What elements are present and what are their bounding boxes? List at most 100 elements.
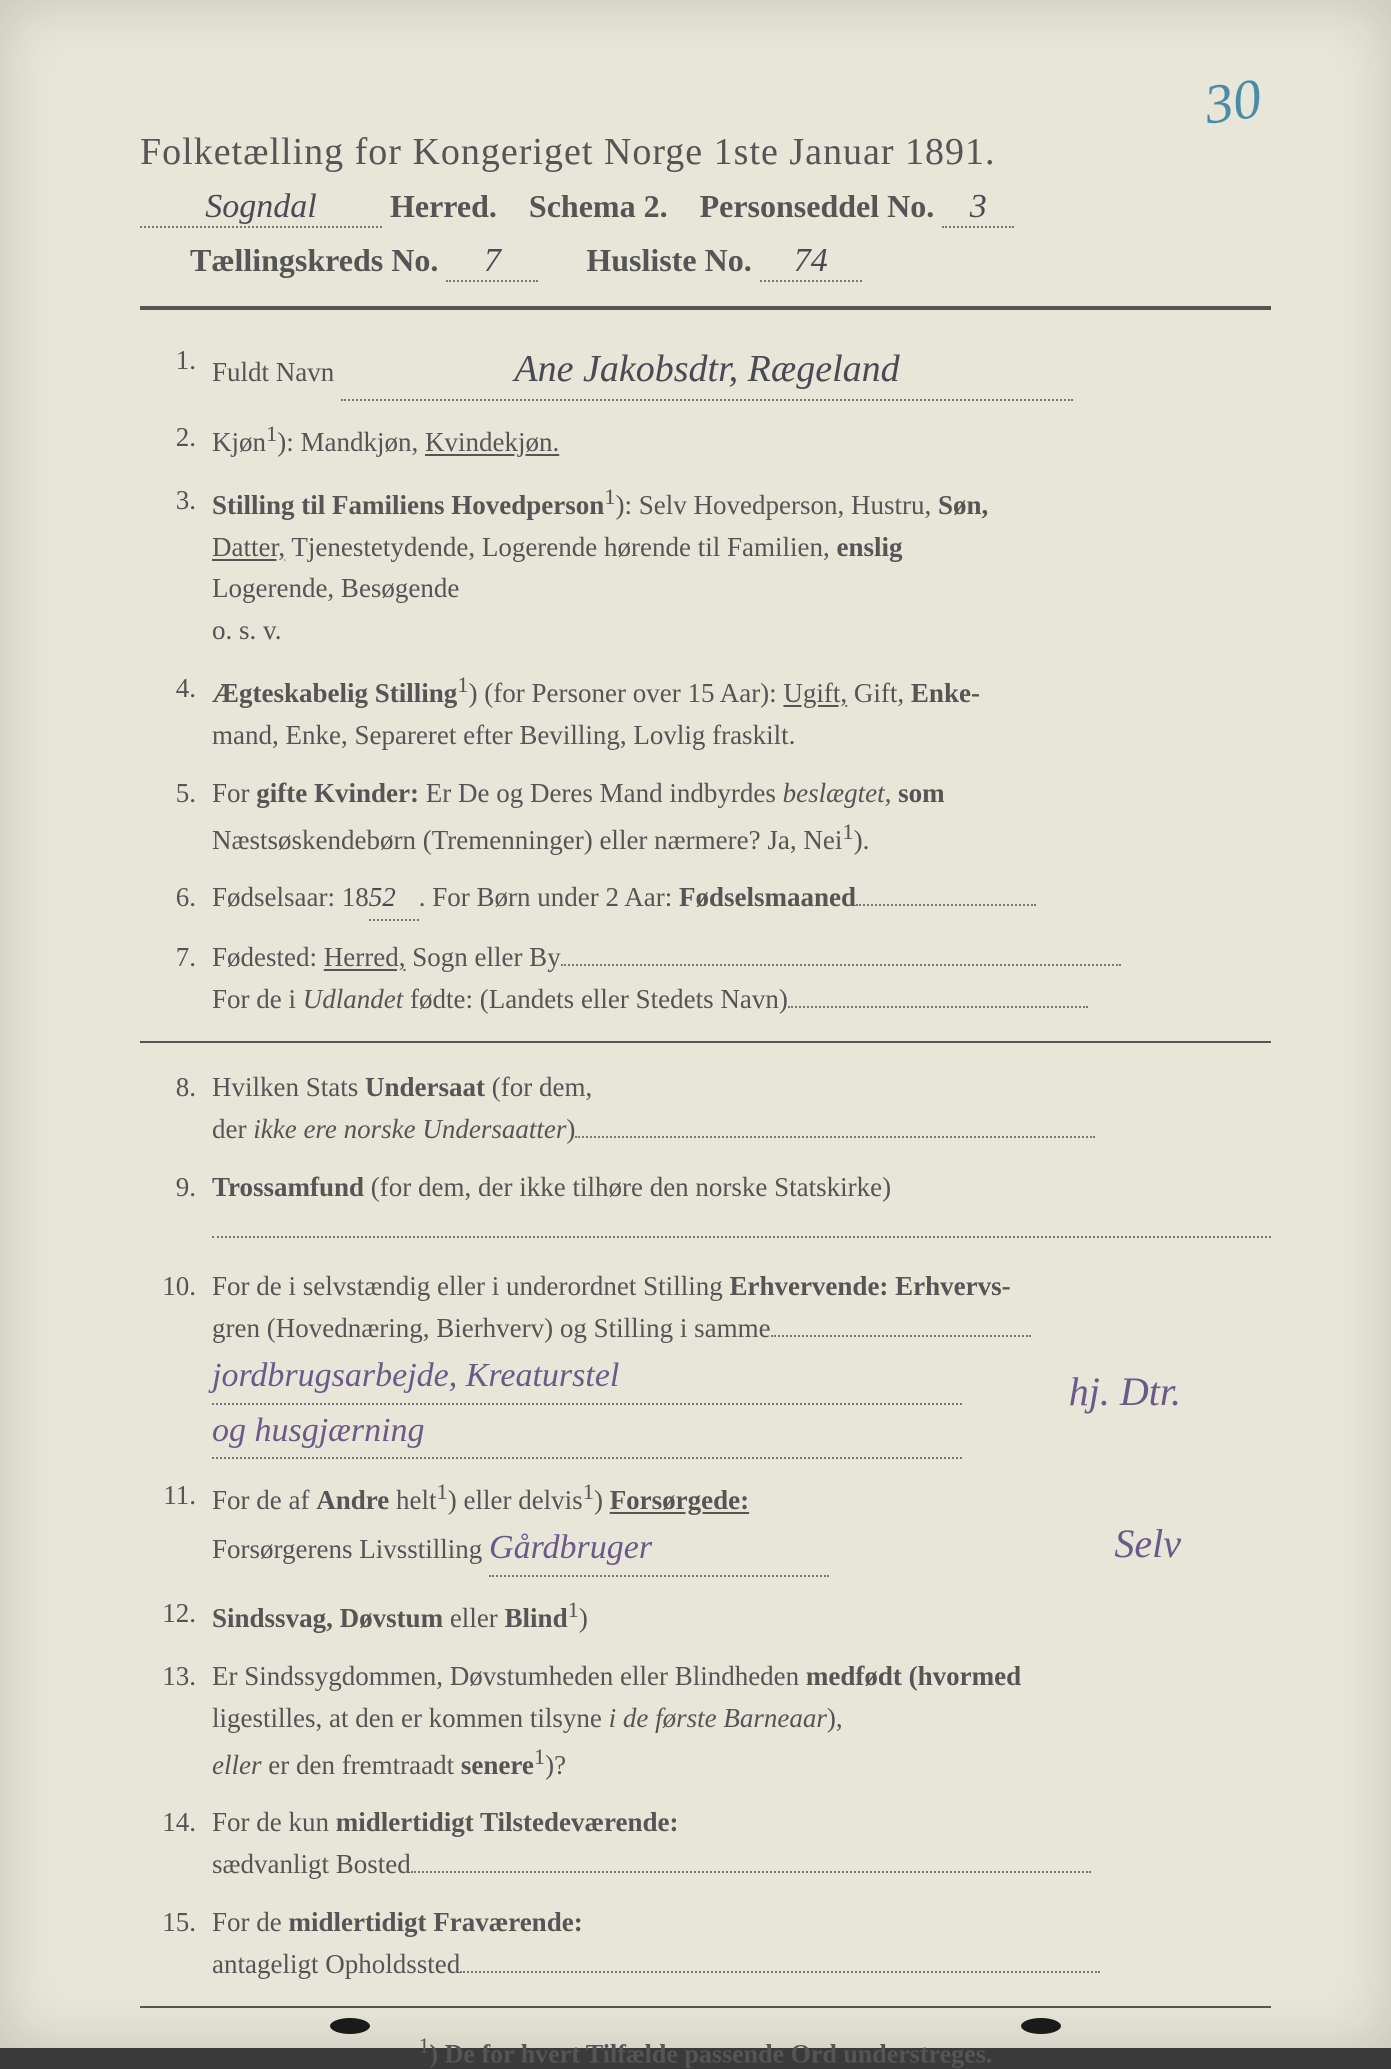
item-5-num: 5. <box>140 773 212 862</box>
item-13-senere: senere <box>461 1750 534 1780</box>
item-8: 8. Hvilken Stats Undersaat (for dem, der… <box>140 1067 1271 1151</box>
item-4-sup: 1 <box>457 672 468 697</box>
husliste-label: Husliste No. <box>586 242 751 278</box>
item-12-bold: Sindssvag, Døvstum <box>212 1603 443 1633</box>
item-3-sup: 1 <box>604 484 615 509</box>
item-3-son: Søn, <box>938 490 988 520</box>
item-14-blank <box>411 1871 1091 1873</box>
corner-page-number: 30 <box>1201 66 1265 137</box>
item-6-text1: Fødselsaar: 18 <box>212 882 369 912</box>
item-2-kjon: Kjøn <box>212 427 266 457</box>
mid-rule-1 <box>140 1041 1271 1043</box>
item-13-medfodt: medfødt (hvormed <box>806 1661 1021 1691</box>
item-8-close: ) <box>566 1114 575 1144</box>
item-9-text: (for dem, der ikke tilhøre den norske St… <box>364 1172 891 1202</box>
item-11-text4: ) <box>594 1485 610 1515</box>
item-7: 7. Fødested: Herred, Sogn eller By For d… <box>140 937 1271 1021</box>
item-4-after: ) (for Personer over 15 Aar): <box>469 678 784 708</box>
item-12-bold2: Blind <box>505 1603 568 1633</box>
item-14-num: 14. <box>140 1802 212 1886</box>
item-8-blank <box>575 1136 1095 1138</box>
item-14-text1: For de kun <box>212 1807 336 1837</box>
footnote: 1) De for hvert Tilfælde passende Ord un… <box>140 2034 1271 2069</box>
item-10: 10. For de i selvstændig eller i underor… <box>140 1266 1271 1459</box>
item-6-bold: Fødselsmaaned <box>679 882 856 912</box>
item-10-hw2: og husgjærning <box>212 1405 962 1460</box>
item-2-underlined: Kvindekjøn. <box>425 427 559 457</box>
item-1-value: Ane Jakobsdtr, Rægeland <box>341 340 1073 401</box>
item-11-text2: helt <box>389 1485 436 1515</box>
item-4-num: 4. <box>140 668 212 757</box>
item-10-hw1: jordbrugsarbejde, Kreaturstel <box>212 1350 962 1405</box>
footnote-text: ) De for hvert Tilfælde passende Ord und… <box>429 2039 992 2068</box>
item-1-num: 1. <box>140 340 212 401</box>
header-line-2: Tællingskreds No. 7 Husliste No. 74 <box>190 242 1271 282</box>
item-3-lead: Stilling til Familiens Hovedperson <box>212 490 604 520</box>
personseddel-label: Personseddel No. <box>700 188 935 224</box>
item-8-text2: (for dem, <box>485 1072 592 1102</box>
footer-rule <box>140 2006 1271 2008</box>
item-5-line2: Næstsøskendebørn (Tremenninger) eller næ… <box>212 825 842 855</box>
item-3-line2: Tjenestetydende, Logerende hørende til F… <box>285 532 836 562</box>
kreds-value: 7 <box>446 242 538 282</box>
item-3-line3: Logerende, Besøgende <box>212 573 459 603</box>
item-6: 6. Fødselsaar: 1852. For Børn under 2 Aa… <box>140 877 1271 921</box>
item-11-sup2: 1 <box>583 1479 594 1504</box>
item-6-blank <box>856 904 1036 906</box>
item-4-line2: mand, Enke, Separeret efter Bevilling, L… <box>212 720 795 750</box>
tear-mark-right <box>1021 2018 1061 2034</box>
item-6-text2: . For Børn under 2 Aar: <box>419 882 679 912</box>
item-4-lead: Ægteskabelig Stilling <box>212 678 457 708</box>
item-10-blank1 <box>771 1335 1031 1337</box>
header-line-1: Sogndal Herred. Schema 2. Personseddel N… <box>140 188 1271 228</box>
item-13-sup: 1 <box>534 1744 545 1769</box>
item-10-annotation: hj. Dtr. <box>1069 1361 1181 1423</box>
item-3-num: 3. <box>140 480 212 652</box>
item-14-line2: sædvanligt Bosted <box>212 1849 411 1879</box>
item-6-year: 52 <box>369 877 419 921</box>
item-7-text1: Fødested: <box>212 942 324 972</box>
item-11-annotation: Selv <box>1114 1513 1181 1575</box>
item-3: 3. Stilling til Familiens Hovedperson1):… <box>140 480 1271 652</box>
item-9: 9. Trossamfund (for dem, der ikke tilhør… <box>140 1167 1271 1251</box>
census-form-page: 30 Folketælling for Kongeriget Norge 1st… <box>0 0 1391 2048</box>
item-5-close: ). <box>854 825 870 855</box>
item-12: 12. Sindssvag, Døvstum eller Blind1) <box>140 1593 1271 1640</box>
personseddel-value: 3 <box>942 188 1014 228</box>
item-11: 11. For de af Andre helt1) eller delvis1… <box>140 1475 1271 1577</box>
item-10-line2: gren (Hovednæring, Bierhverv) og Stillin… <box>212 1313 771 1343</box>
item-15-blank <box>460 1971 1100 1973</box>
item-2-sup: 1 <box>266 421 277 446</box>
item-15-text1: For de <box>212 1907 289 1937</box>
item-11-line2: Forsørgerens Livsstilling <box>212 1534 482 1564</box>
item-11-text1: For de af <box>212 1485 316 1515</box>
item-3-enslig: enslig <box>836 532 902 562</box>
item-13-line2b: ), <box>827 1703 843 1733</box>
item-13-line3b: er den fremtraadt <box>261 1750 460 1780</box>
item-9-bold: Trossamfund <box>212 1172 364 1202</box>
item-9-num: 9. <box>140 1167 212 1251</box>
item-11-sup1: 1 <box>436 1479 447 1504</box>
item-4-enke: Enke- <box>911 678 980 708</box>
item-5-sup: 1 <box>842 819 853 844</box>
item-11-text3: ) eller delvis <box>448 1485 583 1515</box>
item-4-ugift: Ugift, <box>783 678 847 708</box>
item-12-num: 12. <box>140 1593 212 1640</box>
item-13: 13. Er Sindssygdommen, Døvstumheden elle… <box>140 1656 1271 1787</box>
herred-value: Sogndal <box>140 188 382 228</box>
item-8-line2: der <box>212 1114 253 1144</box>
footnote-sup: 1 <box>419 2034 430 2058</box>
item-2-rest: ): Mandkjøn, <box>277 427 425 457</box>
item-4: 4. Ægteskabelig Stilling1) (for Personer… <box>140 668 1271 757</box>
item-5-text2: Er De og Deres Mand indbyrdes <box>419 778 783 808</box>
item-3-after: ): Selv Hovedperson, Hustru, <box>616 490 938 520</box>
item-2-num: 2. <box>140 417 212 464</box>
item-14-mid: midlertidigt Tilstedeværende: <box>336 1807 679 1837</box>
item-7-line2a: For de i <box>212 984 303 1014</box>
item-10-erhv: Erhvervende: Erhvervs- <box>729 1271 1010 1301</box>
item-13-line3a: eller <box>212 1750 261 1780</box>
item-13-close: )? <box>545 1750 566 1780</box>
item-5-gifte: gifte Kvinder: <box>256 778 419 808</box>
item-13-line2a: ligestilles, at den er kommen tilsyne <box>212 1703 609 1733</box>
item-11-fors: Forsørgede: <box>610 1485 749 1515</box>
